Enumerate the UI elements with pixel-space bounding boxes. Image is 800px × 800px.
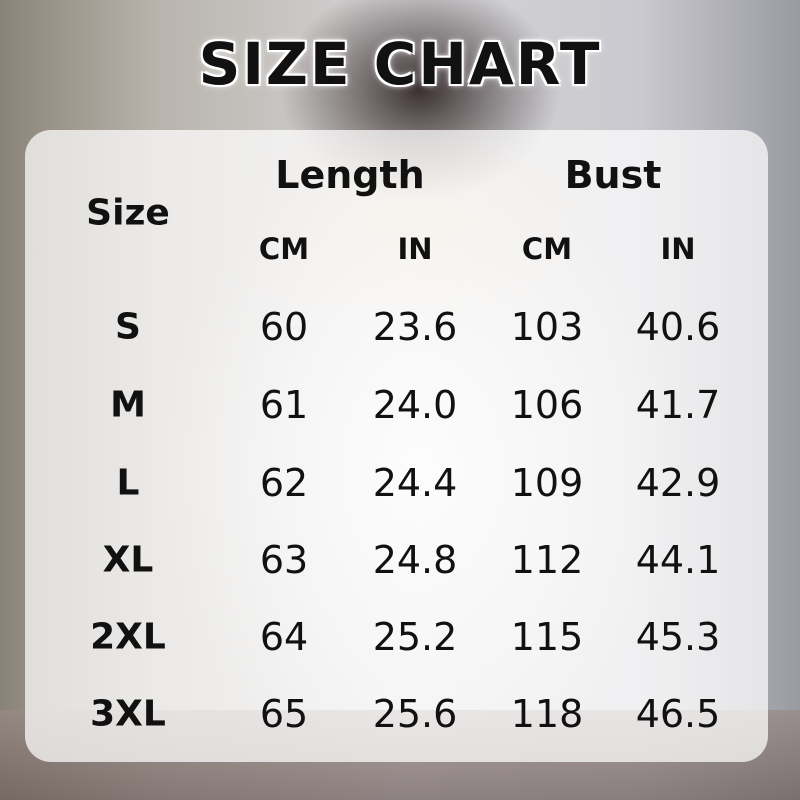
size-label: 2XL bbox=[90, 616, 166, 658]
bust-cm-cell: 103 bbox=[510, 305, 584, 349]
bust-in-header: IN bbox=[660, 232, 696, 266]
page-title: SIZE CHART bbox=[198, 30, 602, 98]
size-label: 3XL bbox=[90, 693, 166, 735]
bust-in-cell: 46.5 bbox=[635, 692, 721, 736]
size-label: XL bbox=[102, 539, 154, 581]
bust-in-cell: 41.7 bbox=[635, 383, 721, 427]
bust-in-cell: 44.1 bbox=[635, 538, 721, 582]
length-cm-cell: 60 bbox=[259, 305, 309, 349]
length-cm-cell: 65 bbox=[259, 692, 309, 736]
size-label: S bbox=[115, 306, 141, 348]
bust-in-cell: 45.3 bbox=[635, 615, 721, 659]
bust-header: Bust bbox=[564, 153, 662, 197]
length-cm-cell: 63 bbox=[259, 538, 309, 582]
bust-in-cell: 40.6 bbox=[635, 305, 721, 349]
length-in-cell: 24.0 bbox=[372, 383, 458, 427]
length-cm-cell: 61 bbox=[259, 383, 309, 427]
size-label: M bbox=[110, 384, 146, 426]
bust-cm-cell: 118 bbox=[510, 692, 584, 736]
length-in-cell: 24.4 bbox=[372, 461, 458, 505]
length-header: Length bbox=[275, 153, 425, 197]
bust-cm-cell: 112 bbox=[510, 538, 584, 582]
length-in-cell: 25.2 bbox=[372, 615, 458, 659]
size-label: L bbox=[116, 462, 140, 504]
length-in-cell: 25.6 bbox=[372, 692, 458, 736]
bust-cm-cell: 109 bbox=[510, 461, 584, 505]
size-header: Size bbox=[86, 192, 170, 234]
size-table-panel bbox=[25, 130, 768, 762]
length-cm-cell: 62 bbox=[259, 461, 309, 505]
length-in-cell: 23.6 bbox=[372, 305, 458, 349]
bust-cm-cell: 115 bbox=[510, 615, 584, 659]
length-cm-header: CM bbox=[258, 232, 310, 266]
length-in-cell: 24.8 bbox=[372, 538, 458, 582]
length-cm-cell: 64 bbox=[259, 615, 309, 659]
bust-cm-header: CM bbox=[521, 232, 573, 266]
length-in-header: IN bbox=[397, 232, 433, 266]
bust-cm-cell: 106 bbox=[510, 383, 584, 427]
bust-in-cell: 42.9 bbox=[635, 461, 721, 505]
